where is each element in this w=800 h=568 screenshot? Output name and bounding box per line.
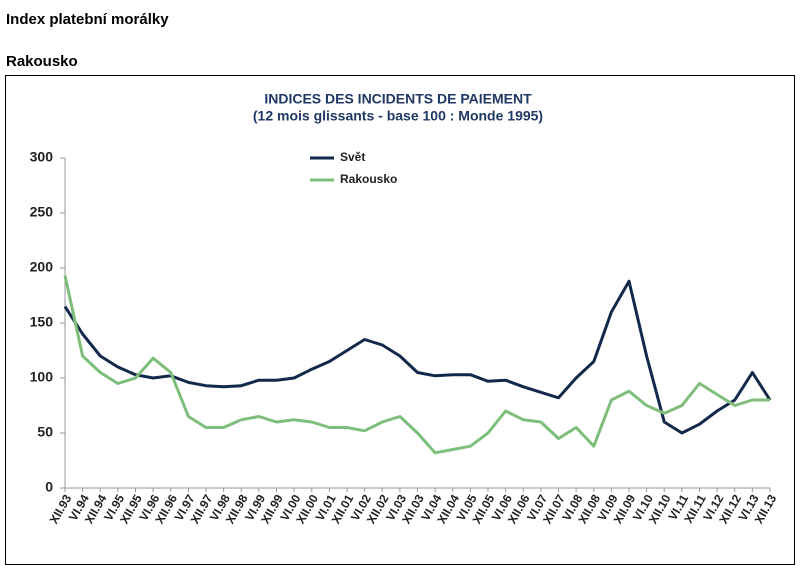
legend-label: Svět bbox=[340, 150, 365, 164]
y-tick-label: 300 bbox=[30, 149, 54, 165]
y-tick-label: 250 bbox=[30, 204, 54, 220]
y-tick-label: 200 bbox=[30, 259, 54, 275]
y-tick-label: 100 bbox=[30, 369, 54, 385]
y-tick-label: 150 bbox=[30, 314, 54, 330]
chart-subtitle: (12 mois glissants - base 100 : Monde 19… bbox=[253, 108, 543, 124]
series-line bbox=[63, 279, 772, 435]
page-title: Index platební morálky bbox=[6, 11, 169, 28]
y-tick-label: 50 bbox=[37, 424, 53, 440]
series-line bbox=[63, 275, 770, 455]
chart-frame bbox=[5, 75, 795, 565]
page-subtitle: Rakousko bbox=[6, 53, 78, 70]
legend-label: Rakousko bbox=[340, 172, 397, 186]
y-tick-label: 0 bbox=[45, 479, 53, 495]
chart-title: INDICES DES INCIDENTS DE PAIEMENT bbox=[264, 91, 532, 107]
